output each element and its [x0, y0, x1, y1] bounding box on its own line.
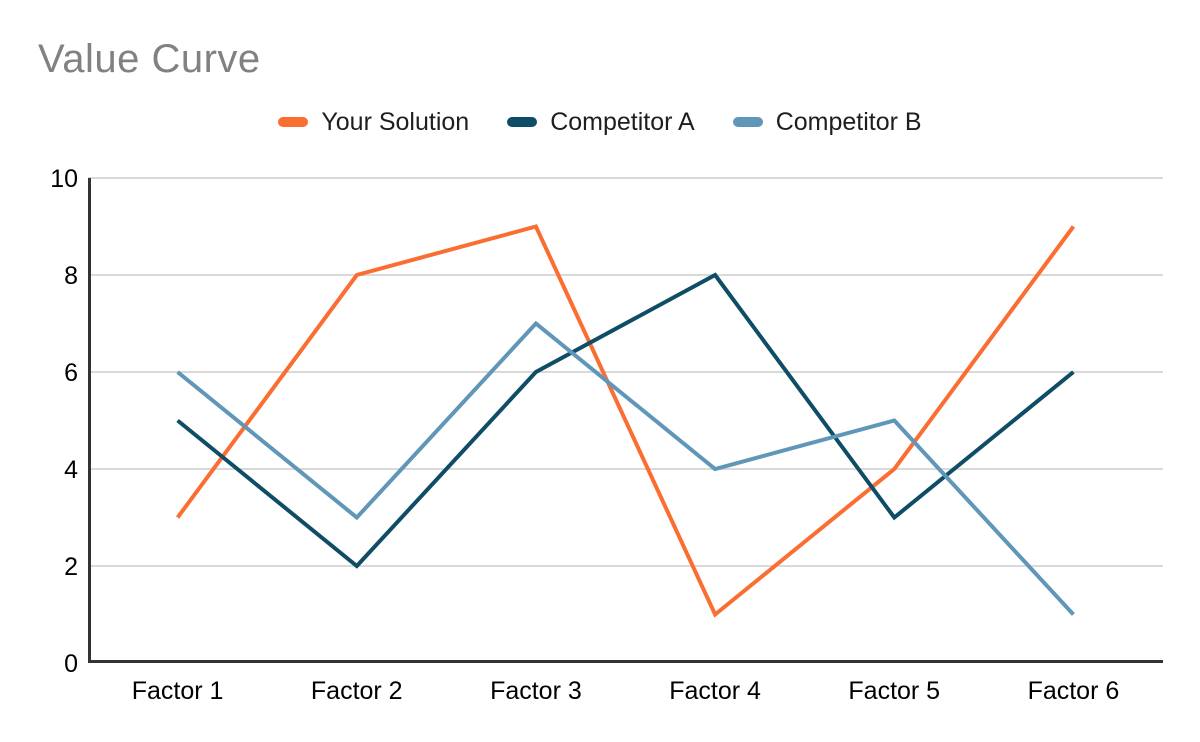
series-line-competitor-b [176, 320, 1075, 616]
chart-title: Value Curve [38, 37, 261, 81]
y-tick-label: 8 [64, 262, 78, 290]
y-tick-label: 0 [64, 650, 78, 678]
legend-swatch-your-solution [278, 117, 309, 127]
series-line-your-solution [175, 224, 1076, 618]
y-tick-label: 2 [64, 553, 78, 581]
x-axis-label: Factor 5 [848, 677, 940, 705]
legend-label-your-solution: Your Solution [321, 108, 470, 136]
legend-item-competitor-a: Competitor A [507, 109, 695, 135]
legend-swatch-competitor-a [507, 117, 538, 127]
x-axis-label: Factor 1 [132, 677, 224, 705]
legend: Your Solution Competitor A Competitor B [0, 109, 1200, 135]
y-tick-label: 6 [64, 359, 78, 387]
legend-label-competitor-b: Competitor B [775, 108, 922, 136]
x-axis-label: Factor 3 [490, 677, 582, 705]
legend-item-your-solution: Your Solution [278, 109, 469, 135]
legend-swatch-competitor-b [732, 117, 763, 127]
legend-item-competitor-b: Competitor B [732, 108, 922, 136]
y-tick-label: 10 [50, 165, 78, 193]
y-tick-label: 4 [64, 456, 78, 484]
x-axis-label: Factor 6 [1028, 677, 1120, 705]
series-line-competitor-a [176, 272, 1075, 569]
x-axis-label: Factor 4 [669, 677, 761, 705]
legend-label-competitor-a: Competitor A [550, 108, 695, 136]
x-axis-label: Factor 2 [311, 677, 403, 705]
